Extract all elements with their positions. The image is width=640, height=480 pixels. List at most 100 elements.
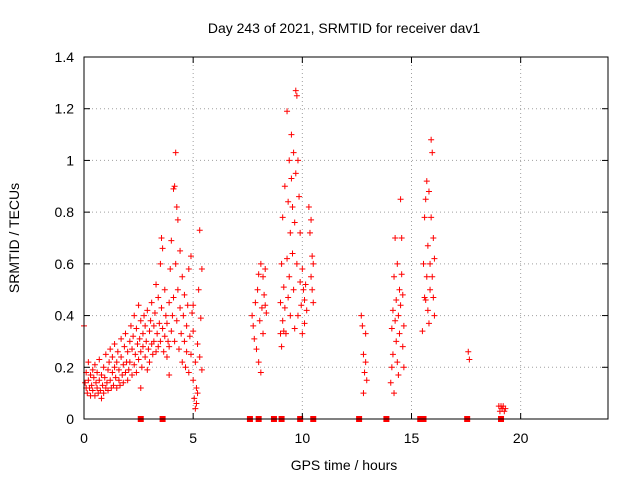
data-point [89, 366, 96, 373]
data-point [87, 372, 94, 379]
data-point [102, 351, 109, 358]
data-point [287, 312, 294, 319]
data-point [419, 328, 426, 335]
y-axis-title: SRMTID / TECUs [6, 183, 22, 293]
data-point [153, 281, 160, 288]
data-point [394, 260, 401, 267]
data-point [149, 351, 156, 358]
data-point [177, 247, 184, 254]
data-point [93, 379, 100, 386]
axis-ticks: 0 0.2 0.4 0.6 0.8 1 1.2 1.4 0 5 10 15 20 [55, 49, 608, 446]
data-point [146, 328, 153, 335]
data-point [193, 384, 200, 391]
data-point [99, 382, 106, 389]
x-tick-label: 20 [513, 430, 529, 446]
data-point [190, 377, 197, 384]
data-point [395, 312, 402, 319]
data-point [136, 335, 143, 342]
y-tick-label: 0.2 [55, 359, 75, 375]
data-point [427, 260, 434, 267]
data-point [114, 348, 121, 355]
data-point [82, 379, 89, 386]
data-point [117, 382, 124, 389]
data-point [502, 405, 509, 412]
data-point [174, 216, 181, 223]
data-point [90, 374, 97, 381]
data-point [399, 343, 406, 350]
x-axis-title: GPS time / hours [291, 457, 398, 473]
data-point [192, 405, 199, 412]
data-point [111, 341, 118, 348]
data-point [98, 395, 105, 402]
data-point [196, 353, 203, 360]
data-point [279, 317, 286, 324]
data-point [138, 364, 145, 371]
data-point [252, 299, 259, 306]
data-point [183, 322, 190, 329]
data-point [110, 382, 117, 389]
data-point [360, 351, 367, 358]
data-point [177, 304, 184, 311]
data-point [159, 245, 166, 252]
data-point [290, 286, 297, 293]
data-point [131, 361, 138, 368]
data-point [105, 387, 112, 394]
data-point [139, 343, 146, 350]
data-point [154, 330, 161, 337]
y-tick-label: 0.8 [55, 204, 75, 220]
data-point [309, 253, 316, 260]
data-point [424, 307, 431, 314]
data-point [122, 369, 129, 376]
data-point [142, 353, 149, 360]
data-point [144, 366, 151, 373]
data-point [141, 312, 148, 319]
data-point [388, 364, 395, 371]
data-point [160, 348, 167, 355]
data-point [400, 322, 407, 329]
data-point [359, 322, 366, 329]
data-point [157, 260, 164, 267]
data-point [179, 273, 186, 280]
data-point [261, 291, 268, 298]
data-point [431, 312, 438, 319]
data-point [185, 369, 192, 376]
data-point [190, 328, 197, 335]
data-point [91, 361, 98, 368]
data-point [363, 377, 370, 384]
data-point [427, 286, 434, 293]
data-point [171, 338, 178, 345]
data-point [302, 281, 309, 288]
data-point [392, 235, 399, 241]
data-point [118, 353, 125, 360]
data-point [133, 325, 140, 332]
data-point [130, 333, 137, 340]
data-point [153, 348, 160, 355]
data-point [101, 374, 108, 381]
data-point [146, 359, 153, 366]
data-point [192, 359, 199, 366]
data-point [422, 196, 429, 203]
data-point [280, 284, 287, 291]
data-point [393, 338, 400, 345]
data-point [142, 322, 149, 329]
data-point [115, 366, 122, 373]
data-point [190, 302, 197, 309]
data-point [109, 353, 116, 360]
data-point [306, 229, 313, 236]
data-point [163, 353, 170, 360]
data-point [156, 320, 163, 327]
data-point [165, 338, 172, 345]
data-point [395, 372, 402, 379]
data-point [281, 304, 288, 311]
data-point [135, 302, 142, 309]
data-point [299, 266, 306, 273]
data-point [126, 359, 133, 366]
data-point [277, 330, 284, 337]
data-point [143, 338, 150, 345]
data-point [132, 351, 139, 358]
data-point [198, 266, 205, 273]
data-point [120, 361, 127, 368]
y-tick-label: 0 [66, 411, 74, 427]
data-point [398, 271, 405, 278]
